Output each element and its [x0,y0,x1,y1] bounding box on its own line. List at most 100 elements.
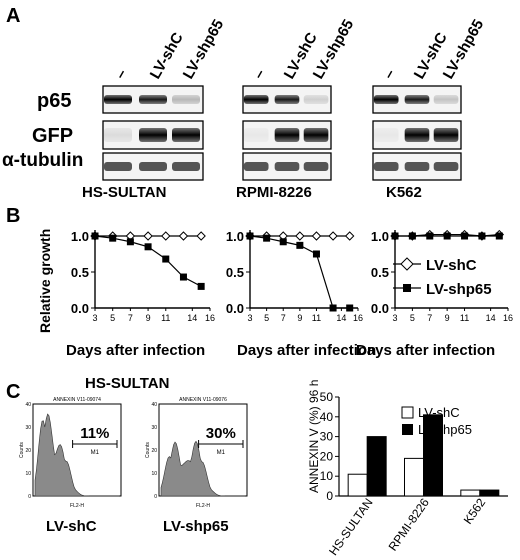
growth-y-tick-label: 0.5 [71,265,89,280]
growth-point-shc [161,231,171,241]
blot-band [172,95,200,104]
growth-x-tick-label: 5 [410,313,415,323]
bar-legend-shc-label: LV-shC [418,405,460,420]
bar-y-tick-label: 20 [320,449,334,463]
growth-point-shp65 [162,255,170,263]
growth-plot-k562: 0.0 0.5 1.0 3 5 7 9 11 14 16 [371,229,513,323]
blot-band [104,95,132,104]
growth-point-shp65 [246,232,254,240]
bar-legend-shp65-label: LV-shp65 [418,422,472,437]
growth-point-shp65 [197,282,205,290]
panel-label-a: A [6,5,20,27]
flow-histogram-shc: ANNEXIN V11-09074 0 10 20 30 40 Counts FL2-H M1 1… [19,397,122,509]
flow-percent: 11% [80,425,109,442]
growth-point-shp65 [329,304,337,312]
flow-y-tick-label: 20 [25,448,31,454]
growth-x-tick-label: 7 [281,313,286,323]
bar-ylabel: ANNEXIN V (%) 96 h [307,380,321,493]
growth-point-shp65 [91,232,99,240]
growth-x-tick-label: 9 [146,313,151,323]
legend-shp65-label: LV-shp65 [426,281,492,298]
growth-point-shp65 [478,232,486,240]
flow-y-tick-label: 30 [151,425,157,431]
growth-point-shc [295,231,305,241]
legend-shc-label: LV-shC [426,257,477,274]
growth-point-shp65 [144,243,152,251]
bar-category-label: RPMI-8226 [386,495,432,553]
growth-y-tick-label: 1.0 [71,229,89,244]
blot-lane-label: – [380,66,399,82]
flow-gate-label: M1 [91,450,100,456]
growth-legend: LV-shC LV-shp65 [393,257,492,298]
growth-x-tick-label: 3 [92,313,97,323]
blot-lane-label: LV-shp65 [440,17,488,82]
blot-band [373,128,399,142]
bar-category-label: K562 [461,495,489,526]
blot-band [303,95,329,104]
growth-y-tick-label: 0.5 [226,265,244,280]
growth-y-tick-label: 0.0 [71,301,89,316]
growth-x-tick-label: 11 [460,313,469,323]
growth-x-tick-label: 11 [312,313,321,323]
growth-ylabel: Relative growth [37,229,53,333]
blot-lane-label: – [112,66,131,82]
flow-y-tick-label: 40 [25,402,31,408]
growth-y-tick-label: 0.0 [371,301,389,316]
flow-y-tick-label: 30 [25,425,31,431]
growth-point-shc [178,231,189,241]
flow-y-tick-label: 20 [151,448,157,454]
growth-y-tick-label: 1.0 [371,229,389,244]
flow-ylabel: Counts [19,442,25,458]
growth-point-shp65 [461,232,469,240]
flow-y-tick-label: 10 [151,471,157,477]
flow-header: ANNEXIN V11-09076 [179,397,227,403]
growth-point-shp65 [279,238,287,246]
bar-y-tick-label: 10 [320,469,334,483]
flow-sample-label-2: LV-shp65 [163,518,229,535]
blot-band [139,128,167,142]
growth-point-shc [196,231,206,241]
blot-band [404,162,430,171]
growth-x-tick-label: 7 [427,313,432,323]
blot-band [373,162,399,171]
flow-gate-label: M1 [217,450,226,456]
growth-point-shp65 [426,232,434,240]
bar-y-tick-label: 0 [326,489,333,503]
bar-y-tick-label: 40 [320,410,334,424]
blot-caption-rpmi: RPMI-8226 [236,184,312,201]
flow-histograms: ANNEXIN V11-09074 0 10 20 30 40 Counts FL2-H M1 1… [19,397,248,509]
blot-band [243,162,269,171]
legend-shc-marker [400,257,414,271]
growth-xlabel-2: Days after infection [237,342,376,359]
blot-band [139,162,167,171]
growth-plot-hs-sultan: 0.0 0.5 1.0 3 5 7 9 11 14 16 [71,229,215,323]
growth-point-shp65 [296,241,304,249]
blot-band [104,128,132,142]
growth-point-shp65 [126,238,134,246]
bar-shp65 [366,436,387,497]
bar-y-tick-label: 50 [320,390,334,404]
blot-lane-label: LV-shp65 [180,17,228,82]
blot-band [243,95,269,104]
growth-x-tick-label: 11 [161,313,170,323]
growth-point-shp65 [443,232,451,240]
blot-band [172,128,200,142]
growth-y-tick-label: 0.0 [226,301,244,316]
blot-band [274,128,300,142]
flow-xlabel: FL2-H [196,503,210,509]
growth-x-tick-label: 3 [392,313,397,323]
growth-point-shp65 [179,273,187,281]
growth-point-shp65 [263,234,271,242]
growth-x-tick-label: 9 [445,313,450,323]
blot-caption-k562: K562 [386,184,422,201]
growth-point-shp65 [109,234,117,242]
growth-y-tick-label: 0.5 [371,265,389,280]
blot-band [373,95,399,104]
bar-y-tick-label: 30 [320,430,334,444]
growth-x-tick-label: 16 [353,313,363,323]
panel-label-b: B [6,205,20,227]
blot-band [274,162,300,171]
legend-shp65-marker [403,284,411,292]
